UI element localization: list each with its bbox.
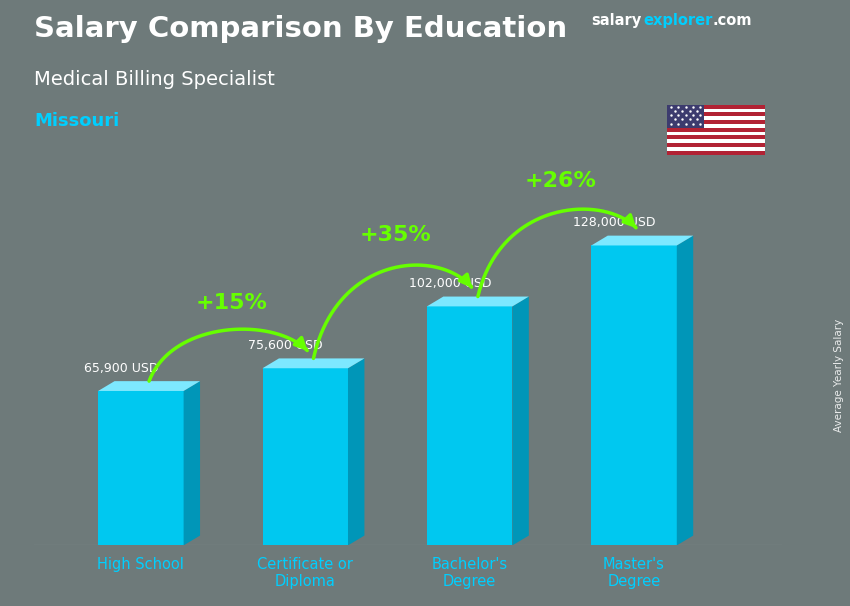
Bar xyxy=(667,143,765,147)
Text: 75,600 USD: 75,600 USD xyxy=(248,339,323,352)
Polygon shape xyxy=(98,381,200,391)
Polygon shape xyxy=(427,296,529,307)
Bar xyxy=(667,116,765,120)
Bar xyxy=(263,368,348,545)
Polygon shape xyxy=(263,358,365,368)
Text: +35%: +35% xyxy=(360,225,432,245)
Text: +26%: +26% xyxy=(524,171,596,191)
Bar xyxy=(667,113,765,116)
Text: 102,000 USD: 102,000 USD xyxy=(409,277,491,290)
Bar xyxy=(667,135,765,139)
Bar xyxy=(667,124,765,128)
Text: explorer: explorer xyxy=(643,13,713,28)
Text: Average Yearly Salary: Average Yearly Salary xyxy=(834,319,844,432)
Bar xyxy=(667,139,765,143)
Bar xyxy=(427,307,513,545)
Polygon shape xyxy=(184,381,200,545)
Text: Salary Comparison By Education: Salary Comparison By Education xyxy=(34,15,567,43)
Text: 128,000 USD: 128,000 USD xyxy=(573,216,655,229)
Bar xyxy=(98,391,184,545)
Polygon shape xyxy=(348,358,365,545)
Polygon shape xyxy=(592,236,694,245)
Text: Missouri: Missouri xyxy=(34,112,119,130)
Polygon shape xyxy=(513,296,529,545)
Text: +15%: +15% xyxy=(196,293,267,313)
Text: 65,900 USD: 65,900 USD xyxy=(84,362,158,375)
Bar xyxy=(667,128,765,132)
Bar xyxy=(667,120,765,124)
Bar xyxy=(667,132,765,135)
Text: Medical Billing Specialist: Medical Billing Specialist xyxy=(34,70,275,88)
Bar xyxy=(592,245,677,545)
Bar xyxy=(667,151,765,155)
Polygon shape xyxy=(677,236,694,545)
Text: salary: salary xyxy=(591,13,641,28)
Bar xyxy=(667,105,705,128)
Text: .com: .com xyxy=(712,13,751,28)
Bar xyxy=(667,105,765,108)
Bar xyxy=(667,147,765,151)
Bar xyxy=(667,108,765,113)
